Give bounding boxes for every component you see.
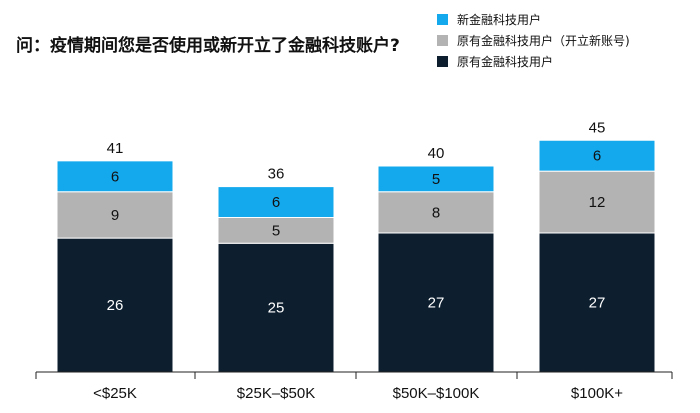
bar-value-label: 5 [432,171,440,188]
bar-value-label: 5 [272,222,280,239]
x-tick-label: <$25K [93,385,137,402]
bar-segment [56,160,174,193]
bar-segment [538,232,656,373]
legend-label: 原有金融科技用户（开立新账号) [457,33,630,48]
bar-value-label: 12 [589,194,606,211]
bar-segment [538,170,656,234]
bar-value-label: 9 [111,207,119,224]
bar-segment [377,165,495,193]
legend-label: 原有金融科技用户 [457,54,553,69]
x-axis: <$25K $25K–$50K $50K–$100K $100K+ [35,371,673,402]
legend-swatch [437,35,448,46]
x-tick-label: $100K+ [571,385,623,402]
chart-title: 问：疫情期间您是否使用或新开立了金融科技账户? [16,35,400,56]
bar-segment [217,217,335,244]
bar-segment [217,242,335,373]
bar-segment [538,139,656,172]
bars: 26 9 6 41 25 5 6 36 27 8 5 40 27 12 6 45 [56,119,656,373]
bar-segment [377,191,495,234]
x-tick-label: $50K–$100K [393,385,480,402]
bar-total-label: 45 [589,119,606,136]
bar-value-label: 8 [432,204,440,221]
bar-value-label: 27 [428,294,445,311]
legend-label: 新金融科技用户 [457,12,541,27]
bar-value-label: 6 [272,194,280,211]
legend-swatch [437,56,448,67]
bar-value-label: 27 [589,294,606,311]
bar-total-label: 41 [107,140,124,157]
bar-total-label: 36 [268,166,285,183]
legend-swatch [437,14,448,25]
bar-value-label: 6 [111,168,119,185]
x-tick-label: $25K–$50K [237,385,315,402]
bar-segment [217,186,335,219]
bar-value-label: 26 [107,297,124,314]
bar-value-label: 6 [593,148,601,165]
bar-segment [56,237,174,373]
bar-segment [56,191,174,239]
bar-value-label: 25 [268,300,285,317]
bar-total-label: 40 [428,145,445,162]
